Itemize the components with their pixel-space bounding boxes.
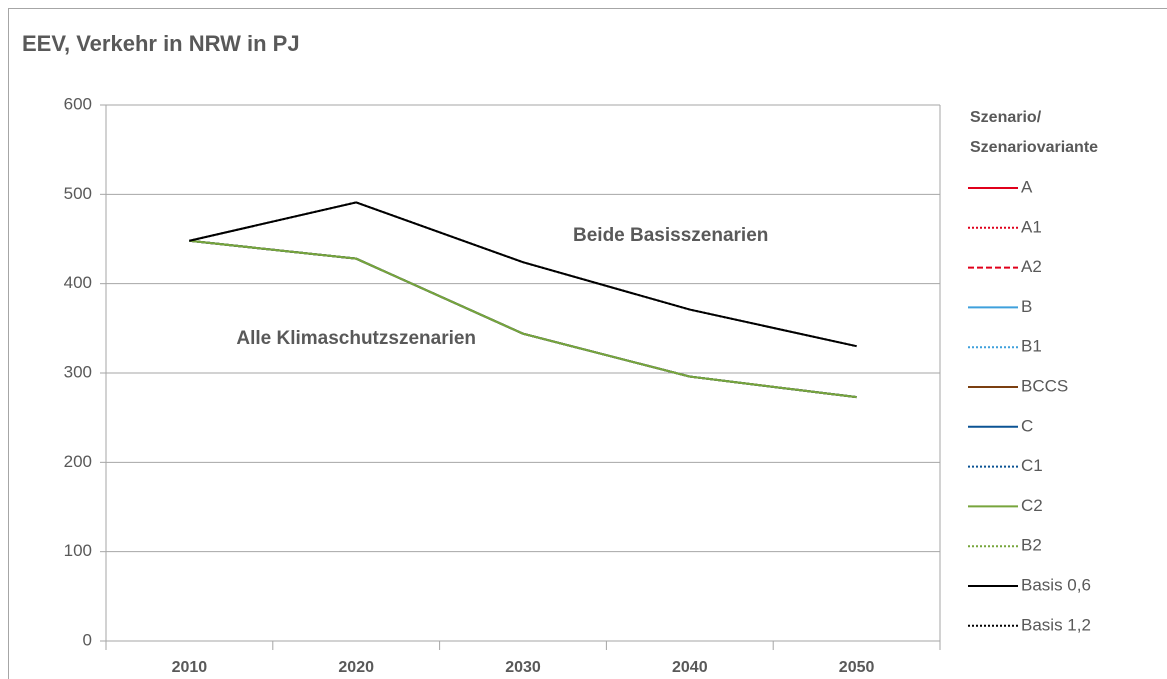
legend-title: Szenariovariante	[970, 139, 1098, 156]
series-line	[189, 239, 857, 399]
y-tick-label: 200	[64, 452, 92, 471]
y-tick-label: 100	[64, 541, 92, 560]
legend-label: C	[1021, 416, 1033, 435]
chart-title: EEV, Verkehr in NRW in PJ	[22, 31, 300, 56]
annotation: Alle Klimaschutzszenarien	[236, 328, 476, 349]
legend-label: BCCS	[1021, 376, 1068, 395]
legend-label: B2	[1021, 536, 1042, 555]
annotation: Beide Basisszenarien	[573, 225, 768, 246]
legend-label: Basis 0,6	[1021, 575, 1091, 594]
series-line	[189, 239, 857, 399]
x-tick-label: 2030	[505, 659, 541, 676]
y-tick-label: 300	[64, 362, 92, 381]
x-tick-label: 2010	[172, 659, 208, 676]
legend-title: Szenario/	[970, 109, 1042, 126]
series-line	[189, 239, 857, 399]
legend-label: A2	[1021, 257, 1042, 276]
series-line	[189, 201, 857, 348]
legend-label: Basis 1,2	[1021, 615, 1091, 634]
legend-label: B1	[1021, 337, 1042, 356]
series-line	[189, 239, 857, 399]
y-tick-label: 400	[64, 273, 92, 292]
series-line	[189, 201, 857, 348]
series-line	[189, 239, 857, 399]
legend-label: A	[1021, 177, 1033, 196]
x-tick-label: 2040	[672, 659, 708, 676]
x-tick-label: 2020	[338, 659, 374, 676]
series-line	[189, 239, 857, 399]
legend-label: B	[1021, 297, 1032, 316]
legend-label: A1	[1021, 217, 1042, 236]
y-tick-label: 500	[64, 184, 92, 203]
series-line	[189, 239, 857, 399]
y-tick-label: 0	[83, 630, 92, 649]
series-line	[189, 239, 857, 399]
legend-label: C2	[1021, 496, 1043, 515]
legend-label: C1	[1021, 456, 1043, 475]
series-line	[189, 239, 857, 399]
series-line	[189, 239, 857, 399]
x-tick-label: 2050	[839, 659, 875, 676]
y-tick-label: 600	[64, 94, 92, 113]
frame	[8, 8, 1167, 679]
